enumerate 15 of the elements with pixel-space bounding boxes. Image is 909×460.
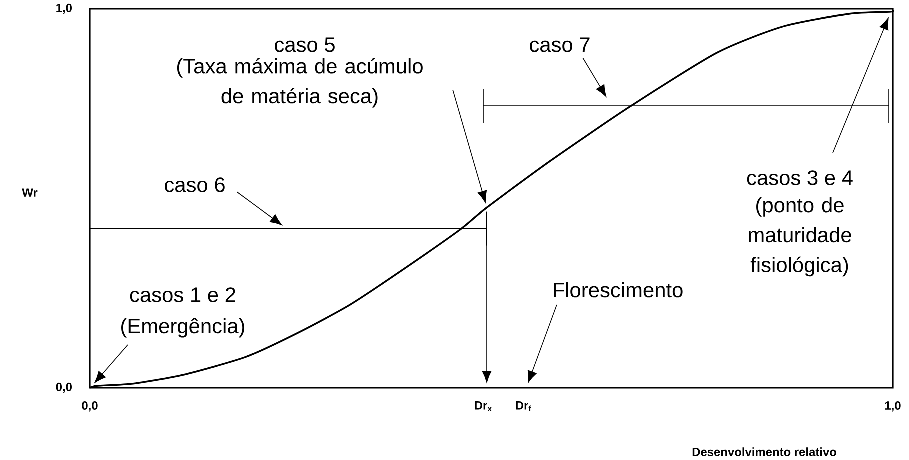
y-axis-title: Wr [22, 188, 38, 197]
x-tick-label: Dr$_{f}$ [516, 402, 532, 412]
annotation: casos 3 e 4 [747, 170, 853, 186]
x-axis-title: Desenvolvimento relativo [692, 448, 836, 456]
annotation: Florescimento [554, 282, 683, 298]
annotation: caso 7 [530, 38, 590, 52]
annotation: (ponto de maturidade fisiológica) [749, 197, 852, 277]
x-tick-label: 1,0 [885, 402, 901, 412]
annotation: caso 5 [275, 38, 335, 52]
annotation: (Emergência) [122, 318, 244, 338]
annotation: caso 6 [165, 178, 225, 192]
x-tick-label: 0,0 [82, 402, 98, 412]
x-tick-label: Dr$_{x}$ [475, 402, 492, 412]
annotation: (Taxa máxima de acúmulo de matéria seca) [177, 58, 423, 108]
annotation: casos 1 e 2 [130, 288, 236, 302]
